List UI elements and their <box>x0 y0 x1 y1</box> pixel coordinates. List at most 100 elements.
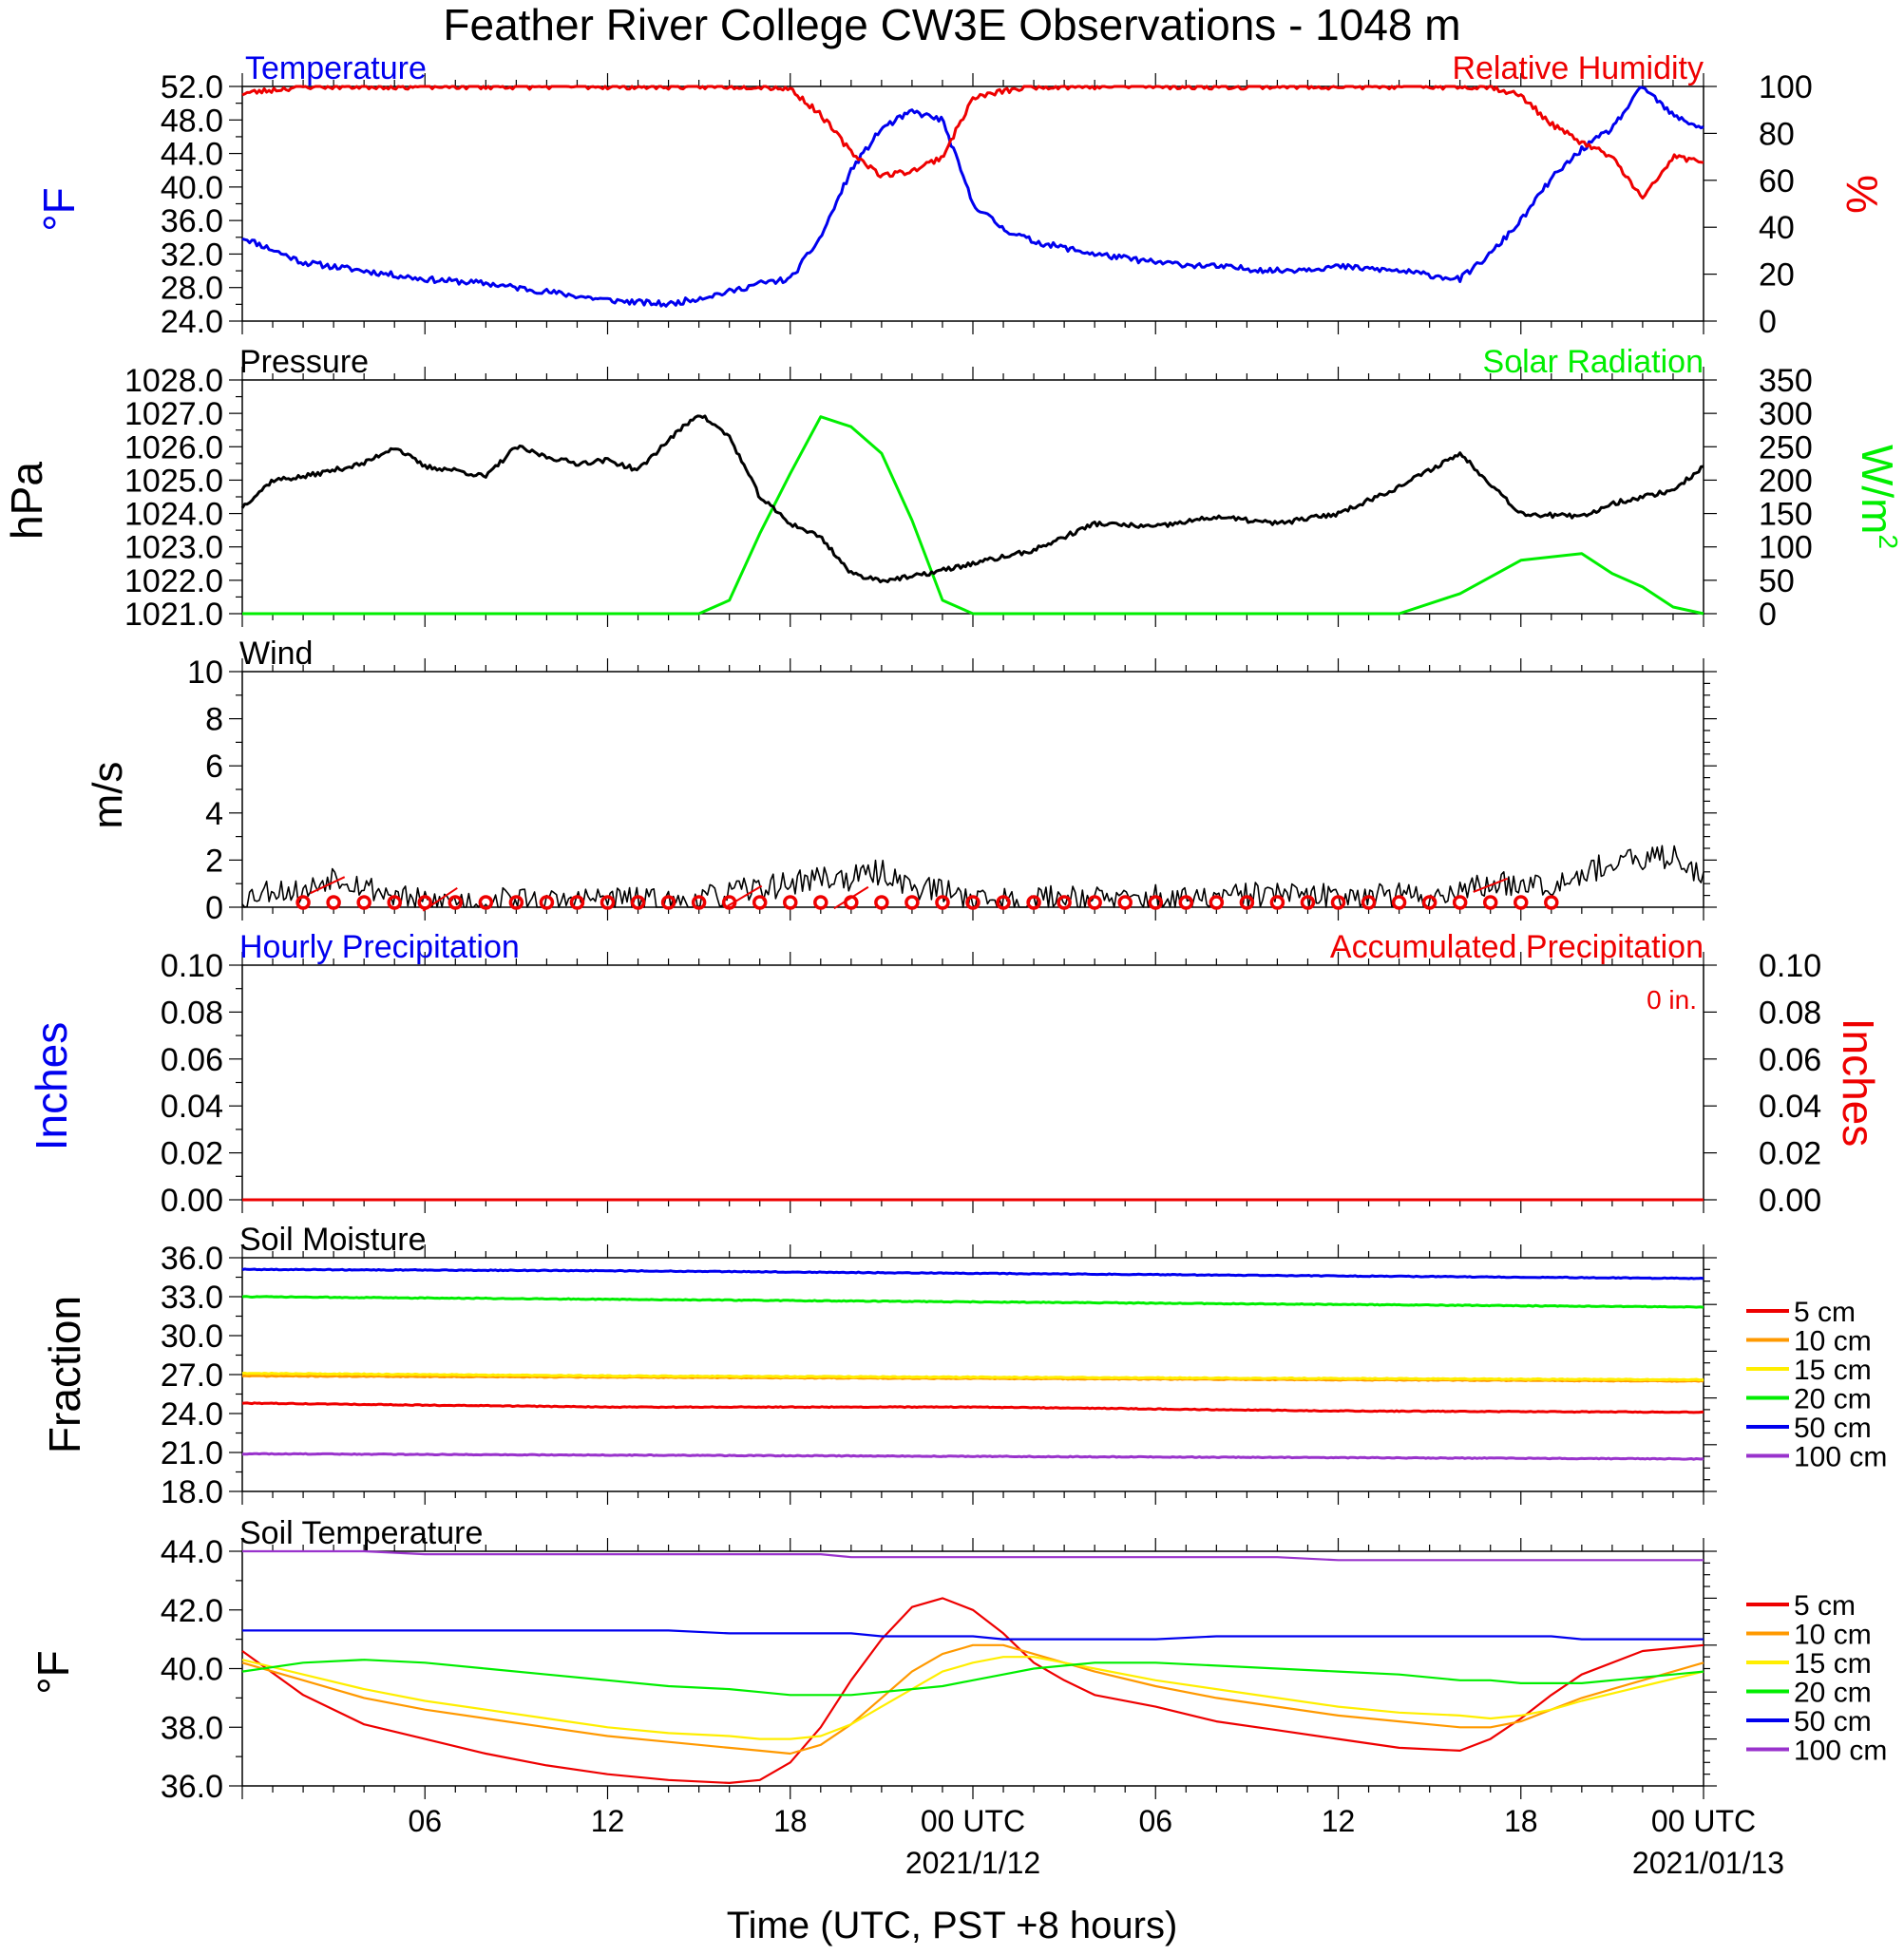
accumulated-total: 0 in. <box>1647 985 1697 1015</box>
panel-title-left: Wind <box>239 636 313 672</box>
x-date-label: 2021/1/12 <box>905 1846 1040 1880</box>
wind-marker <box>691 895 707 910</box>
wind-marker <box>935 895 950 910</box>
y-right-tick-label: 0.10 <box>1759 948 1821 984</box>
y-right-tick-label: 0.04 <box>1759 1089 1821 1125</box>
y-left-tick-label: 42.0 <box>161 1593 223 1629</box>
wind-marker <box>447 895 464 910</box>
wind-marker <box>356 895 371 910</box>
series-soil-temperature-10cm <box>241 1643 1704 1756</box>
series-pressure <box>240 414 1704 584</box>
y-left-tick-label: 1027.0 <box>124 396 223 432</box>
wind-marker <box>1300 895 1316 910</box>
y-left-label: °F <box>34 187 84 232</box>
y-left-tick-label: 44.0 <box>161 137 223 173</box>
wind-marker <box>1391 895 1407 910</box>
x-tick-label: 06 <box>408 1804 442 1838</box>
panel-title-left: Temperature <box>245 50 427 86</box>
y-left-tick-label: 27.0 <box>161 1357 223 1394</box>
wind-marker <box>1057 895 1072 910</box>
panels: 24.028.032.036.040.044.048.052.002040608… <box>2 50 1903 1880</box>
x-tick-label: 00 UTC <box>921 1804 1025 1838</box>
series-soil-temperature-15cm <box>241 1656 1704 1740</box>
y-right-tick-label: 0.00 <box>1759 1183 1821 1219</box>
x-tick-label: 12 <box>591 1804 625 1838</box>
series-soil-moisture-20cm <box>241 1295 1704 1309</box>
wind-marker <box>1026 895 1041 910</box>
panel-title-left: Soil Moisture <box>239 1222 427 1258</box>
y-right-tick-label: 250 <box>1759 429 1813 465</box>
wind-marker <box>783 895 798 910</box>
y-left-tick-label: 33.0 <box>161 1280 223 1316</box>
y-left-tick-label: 36.0 <box>161 203 223 239</box>
y-left-tick-label: 48.0 <box>161 103 223 139</box>
y-right-tick-label: 100 <box>1759 530 1813 566</box>
y-left-tick-label: 6 <box>205 749 223 785</box>
wind-marker <box>630 895 646 910</box>
wind-marker <box>1178 895 1194 910</box>
y-right-label: % <box>1837 175 1887 214</box>
y-left-tick-label: 1028.0 <box>124 363 223 399</box>
y-right-tick-label: 50 <box>1759 563 1795 599</box>
wind-marker <box>1330 895 1346 910</box>
y-right-tick-label: 60 <box>1759 163 1795 199</box>
y-left-label: hPa <box>2 462 51 540</box>
y-right-label-unit: W/m <box>1853 445 1902 535</box>
y-left-tick-label: 0.10 <box>161 948 223 984</box>
wind-marker <box>1209 895 1225 910</box>
y-right-tick-label: 80 <box>1759 116 1795 152</box>
y-left-tick-label: 0.06 <box>161 1042 223 1078</box>
y-right-label-exponent: 2 <box>1874 534 1903 549</box>
y-left-tick-label: 24.0 <box>161 1396 223 1433</box>
series-soil-moisture-100cm <box>241 1452 1704 1461</box>
panel-title-left: Hourly Precipitation <box>239 929 520 965</box>
y-left-tick-label: 2 <box>205 843 223 879</box>
wind-marker <box>539 895 555 910</box>
series-wind-speed <box>241 845 1704 908</box>
legend-label: 15 cm <box>1794 1648 1872 1680</box>
wind-barb <box>727 884 763 907</box>
y-left-tick-label: 1023.0 <box>124 530 223 566</box>
plot-frame <box>241 964 1704 1201</box>
wind-marker <box>1544 895 1559 910</box>
wind-marker <box>1361 895 1377 910</box>
x-tick-label: 00 UTC <box>1651 1804 1756 1838</box>
y-left-label: °F <box>29 1650 78 1695</box>
y-right-tick-label: 0 <box>1759 597 1777 633</box>
legend-label: 15 cm <box>1794 1355 1872 1386</box>
y-left-tick-label: 8 <box>205 702 223 738</box>
y-right-tick-label: 0.06 <box>1759 1042 1821 1078</box>
wind-marker <box>478 895 494 910</box>
wind-marker <box>1239 895 1255 910</box>
series-soil-temperature-20cm <box>241 1659 1704 1697</box>
wind-marker <box>569 895 585 910</box>
y-left-label: m/s <box>85 762 131 829</box>
y-left-tick-label: 0.08 <box>161 995 223 1031</box>
y-right-tick-label: 100 <box>1759 69 1813 105</box>
legend-label: 100 cm <box>1794 1736 1887 1767</box>
y-right-tick-label: 350 <box>1759 363 1813 399</box>
y-left-tick-label: 40.0 <box>161 1652 223 1688</box>
wind-barb <box>833 885 869 910</box>
wind-marker <box>295 895 311 910</box>
y-right-label: W/m2 <box>1853 445 1903 549</box>
y-left-tick-label: 18.0 <box>161 1474 223 1510</box>
y-right-label: Inches <box>1834 1018 1883 1148</box>
wind-marker <box>1421 895 1438 910</box>
y-left-tick-label: 1025.0 <box>124 463 223 499</box>
x-date-label: 2021/01/13 <box>1632 1846 1784 1880</box>
panel-title-right: Solar Radiation <box>1483 344 1704 380</box>
y-left-tick-label: 1026.0 <box>124 429 223 465</box>
series-soil-moisture-50cm <box>241 1267 1704 1281</box>
y-left-tick-label: 52.0 <box>161 69 223 105</box>
y-left-tick-label: 36.0 <box>161 1241 223 1277</box>
panel-title-right: Relative Humidity <box>1452 50 1704 86</box>
wind-marker <box>1087 895 1102 910</box>
series-temperature <box>241 85 1704 308</box>
wind-marker <box>600 895 616 910</box>
panel-title-left: Soil Temperature <box>239 1515 483 1551</box>
y-right-tick-label: 0.08 <box>1759 995 1821 1031</box>
wind-marker <box>1269 895 1285 910</box>
y-right-tick-label: 0.02 <box>1759 1136 1821 1172</box>
